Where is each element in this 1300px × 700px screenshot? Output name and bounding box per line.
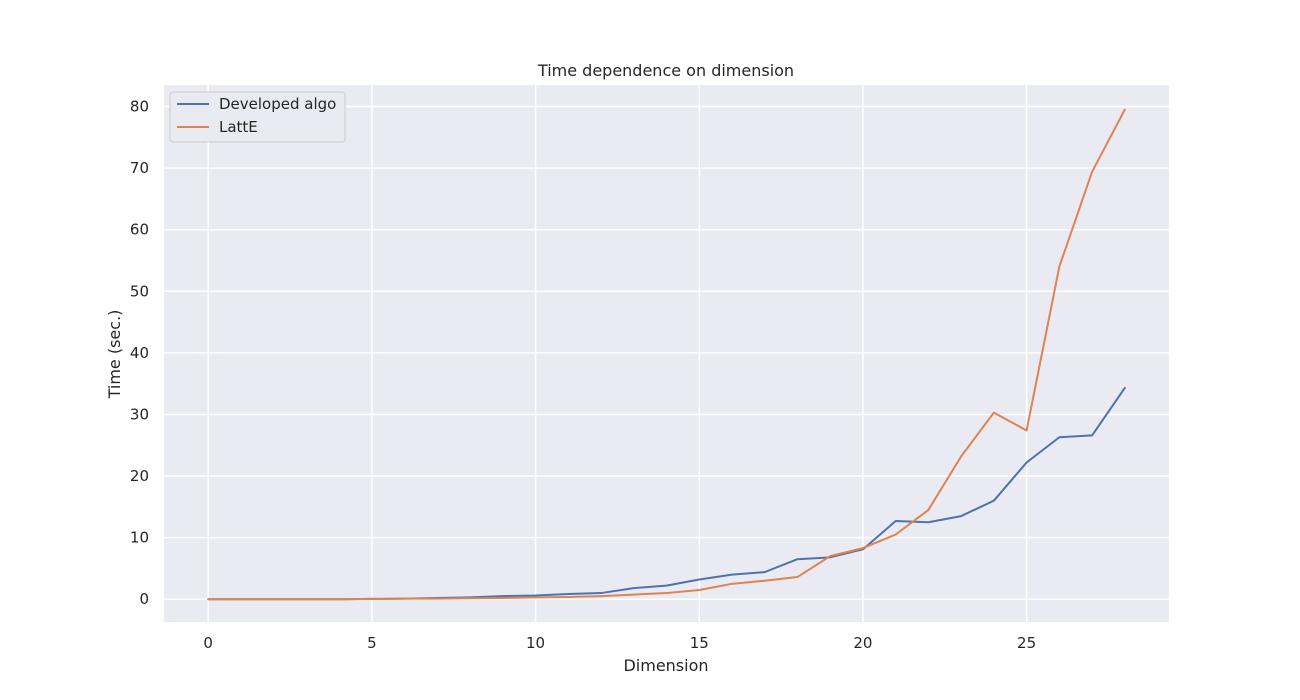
x-axis-label: Dimension <box>623 656 708 675</box>
y-tick-label: 60 <box>130 221 149 239</box>
y-axis-label: Time (sec.) <box>105 310 124 400</box>
chart-title: Time dependence on dimension <box>537 61 794 80</box>
y-axis-ticks: 0 10 20 30 40 50 60 70 80 <box>130 98 149 609</box>
legend: Developed algo LattE <box>169 91 346 143</box>
legend-label-latte: LattE <box>219 118 258 136</box>
x-tick-label: 25 <box>1017 634 1036 652</box>
y-tick-label: 10 <box>130 529 149 547</box>
y-tick-label: 30 <box>130 405 149 423</box>
x-tick-label: 10 <box>526 634 545 652</box>
series-lines <box>207 108 1126 601</box>
x-tick-label: 5 <box>367 634 377 652</box>
legend-label-developed-algo: Developed algo <box>219 95 336 113</box>
y-tick-label: 20 <box>130 467 149 485</box>
y-tick-label: 0 <box>139 590 149 608</box>
y-tick-label: 50 <box>130 282 149 300</box>
y-tick-label: 40 <box>130 344 149 362</box>
x-tick-label: 0 <box>203 634 213 652</box>
y-tick-label: 70 <box>130 159 149 177</box>
grid-lines <box>164 85 1169 622</box>
series-line-latte <box>207 108 1126 601</box>
x-tick-label: 15 <box>690 634 709 652</box>
x-tick-label: 20 <box>853 634 872 652</box>
x-axis-ticks: 0 5 10 15 20 25 <box>203 634 1036 652</box>
legend-box <box>169 91 346 143</box>
y-tick-label: 80 <box>130 98 149 116</box>
